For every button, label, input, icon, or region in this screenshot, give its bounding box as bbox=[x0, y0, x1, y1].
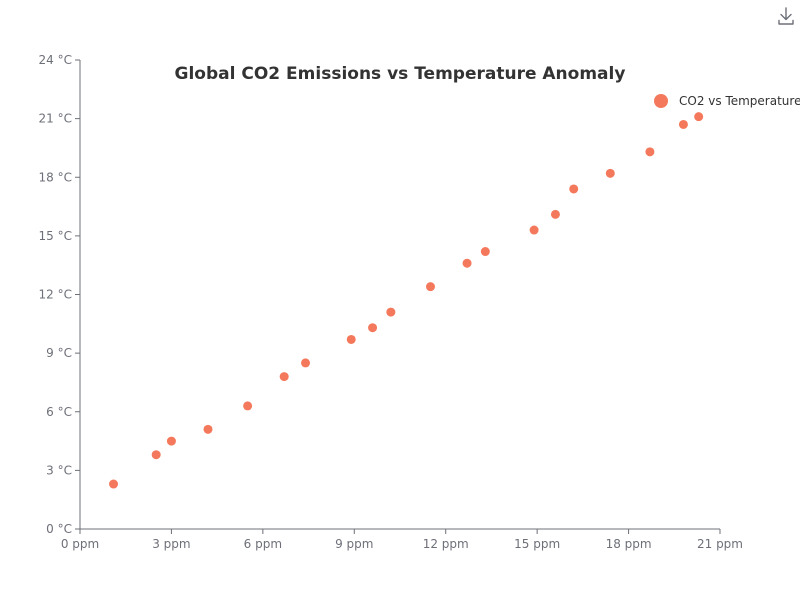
legend[interactable]: CO2 vs Temperature bbox=[654, 94, 800, 108]
data-point[interactable] bbox=[569, 184, 579, 194]
y-tick-label: 18 °C bbox=[39, 170, 72, 184]
x-tick-label: 0 ppm bbox=[61, 537, 99, 551]
download-button[interactable] bbox=[775, 5, 797, 27]
legend-label: CO2 vs Temperature bbox=[679, 94, 800, 108]
data-point[interactable] bbox=[301, 358, 311, 368]
x-tick-label: 18 ppm bbox=[606, 537, 652, 551]
axes: 0 °C 3 °C 6 °C 9 °C 12 °C 15 °C 18 °C 21 °C 24 °… bbox=[39, 53, 743, 551]
data-point[interactable] bbox=[346, 334, 356, 344]
data-point[interactable] bbox=[166, 436, 176, 446]
data-point[interactable] bbox=[368, 323, 378, 333]
x-tick-label: 9 ppm bbox=[335, 537, 373, 551]
data-point[interactable] bbox=[678, 119, 688, 129]
download-icon bbox=[778, 7, 794, 25]
data-point[interactable] bbox=[480, 247, 490, 257]
data-point[interactable] bbox=[605, 168, 615, 178]
x-tick-label: 6 ppm bbox=[244, 537, 282, 551]
y-tick-label: 9 °C bbox=[46, 346, 72, 360]
legend-marker bbox=[654, 94, 668, 108]
data-point[interactable] bbox=[550, 209, 560, 219]
data-point[interactable] bbox=[425, 282, 435, 292]
x-tick-label: 12 ppm bbox=[423, 537, 469, 551]
y-tick-label: 15 °C bbox=[39, 229, 72, 243]
data-point[interactable] bbox=[151, 450, 161, 460]
chart-title: Global CO2 Emissions vs Temperature Anom… bbox=[175, 64, 626, 84]
x-tick-label: 3 ppm bbox=[152, 537, 190, 551]
x-tick-label: 15 ppm bbox=[514, 537, 560, 551]
data-point[interactable] bbox=[694, 112, 704, 122]
y-tick-label: 24 °C bbox=[39, 53, 72, 67]
data-point[interactable] bbox=[529, 225, 539, 235]
data-point[interactable] bbox=[243, 401, 253, 411]
y-tick-label: 6 °C bbox=[46, 405, 72, 419]
data-point[interactable] bbox=[203, 424, 213, 434]
data-point[interactable] bbox=[109, 479, 119, 489]
y-tick-label: 0 °C bbox=[46, 522, 72, 536]
data-point[interactable] bbox=[462, 258, 472, 268]
data-points bbox=[109, 112, 704, 489]
x-tick-label: 21 ppm bbox=[697, 537, 743, 551]
data-point[interactable] bbox=[645, 147, 655, 157]
data-point[interactable] bbox=[386, 307, 396, 317]
y-tick-label: 12 °C bbox=[39, 288, 72, 302]
data-point[interactable] bbox=[279, 372, 289, 382]
y-tick-label: 21 °C bbox=[39, 112, 72, 126]
y-tick-label: 3 °C bbox=[46, 463, 72, 477]
